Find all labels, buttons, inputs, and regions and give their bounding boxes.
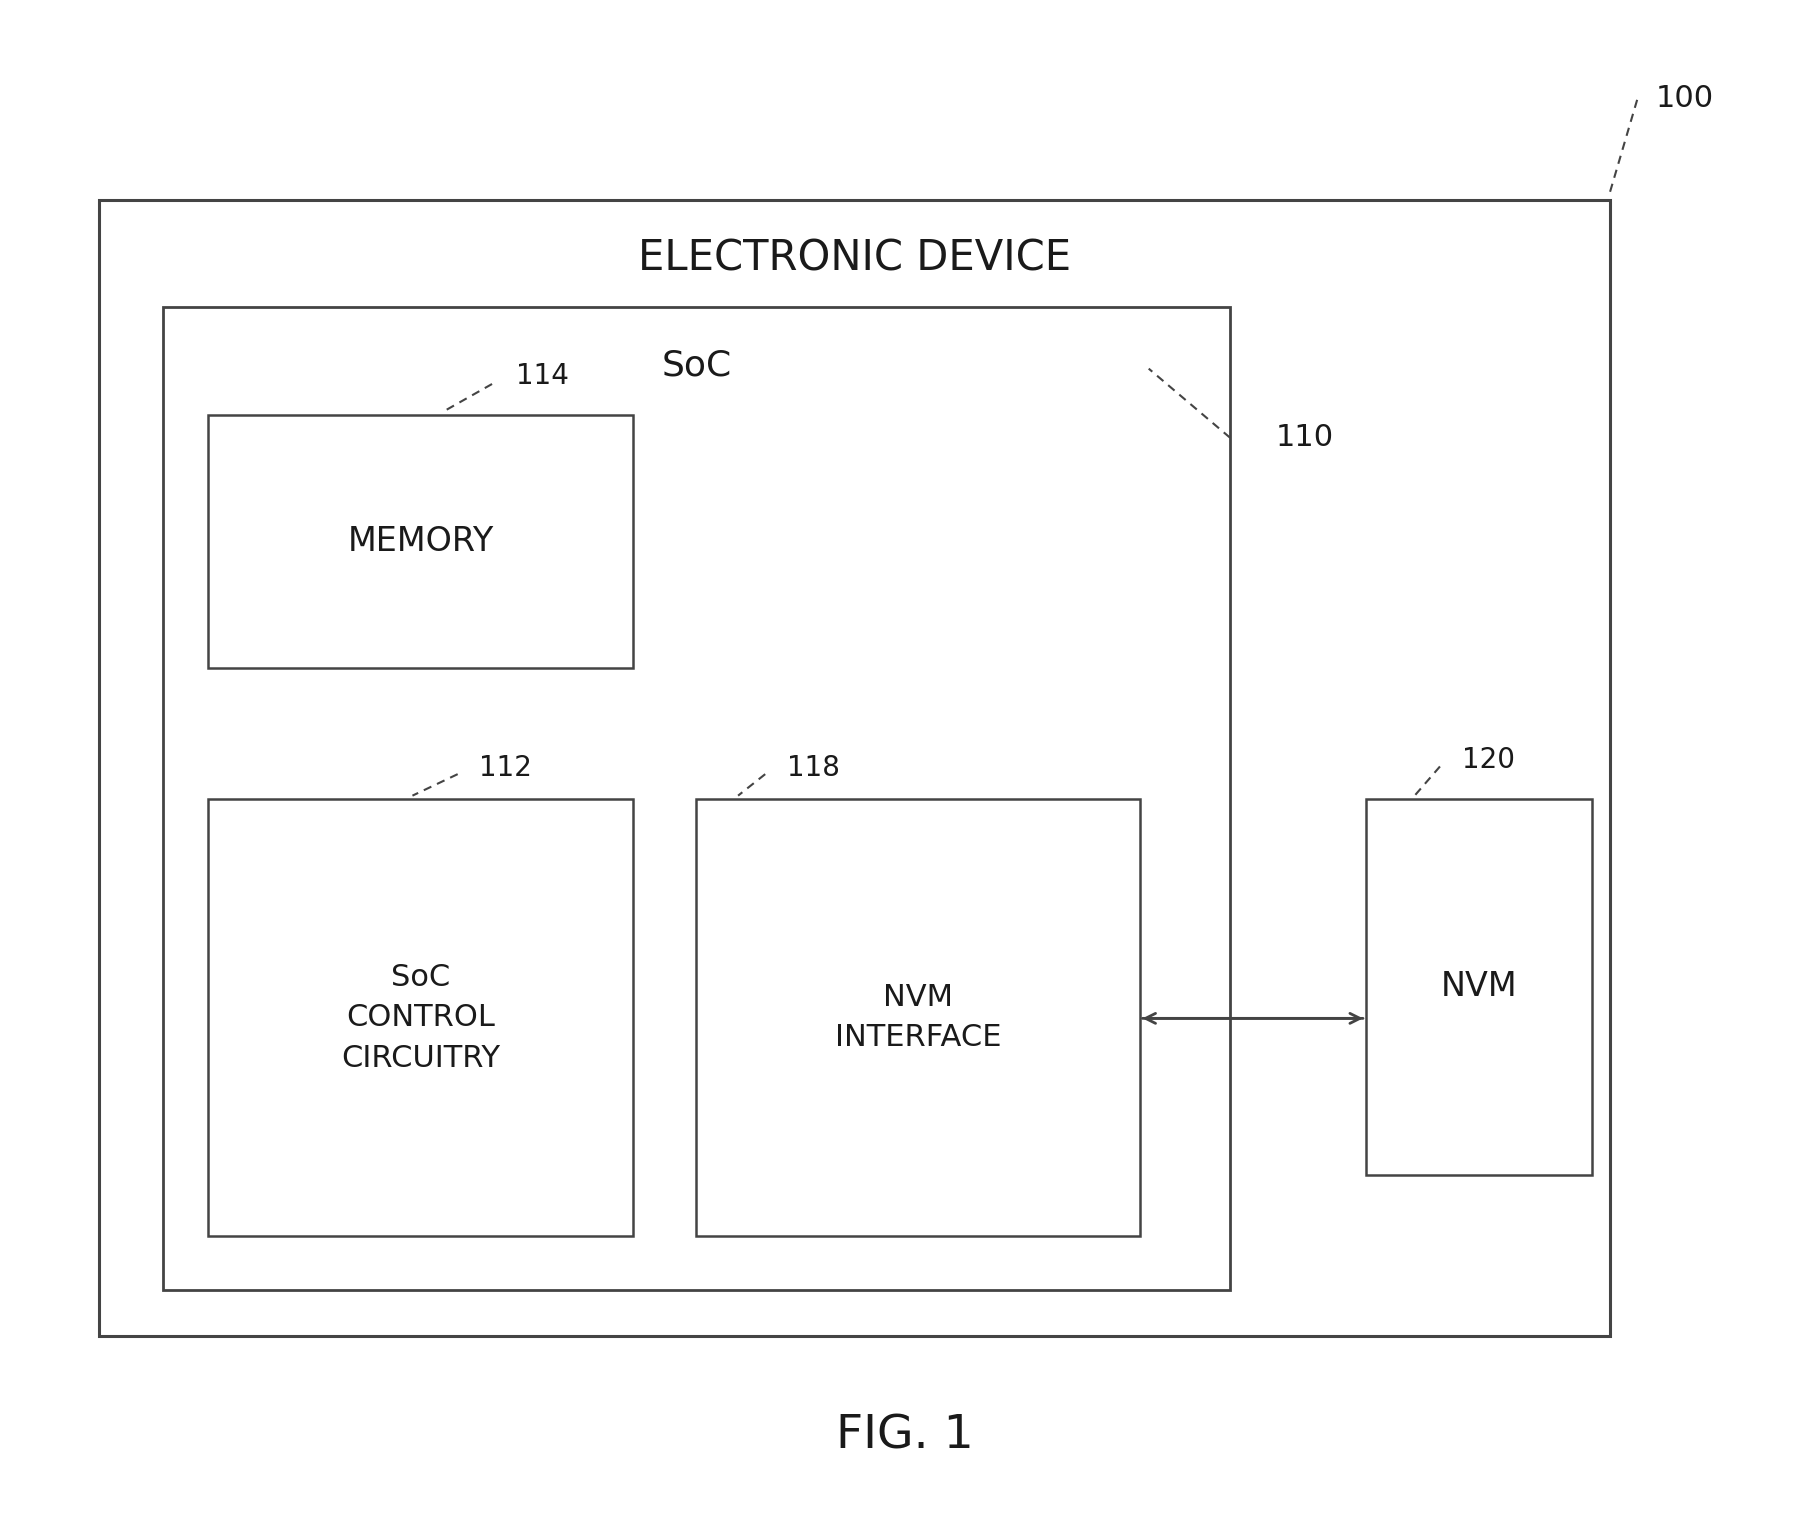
Text: FIG. 1: FIG. 1 — [836, 1413, 973, 1459]
Text: ELECTRONIC DEVICE: ELECTRONIC DEVICE — [639, 237, 1071, 280]
Text: 120: 120 — [1462, 746, 1514, 774]
Text: NVM: NVM — [1440, 971, 1518, 1003]
Text: SoC: SoC — [662, 349, 731, 382]
Bar — [163, 307, 1230, 1290]
Text: MEMORY: MEMORY — [347, 525, 494, 558]
Text: SoC
CONTROL
CIRCUITRY: SoC CONTROL CIRCUITRY — [342, 963, 499, 1072]
Text: NVM
INTERFACE: NVM INTERFACE — [834, 983, 1002, 1052]
Text: 110: 110 — [1275, 424, 1333, 452]
Text: 112: 112 — [479, 754, 532, 782]
Bar — [99, 200, 1610, 1336]
Bar — [208, 799, 633, 1236]
Text: 118: 118 — [787, 754, 839, 782]
Text: 114: 114 — [516, 362, 568, 390]
Bar — [696, 799, 1140, 1236]
Bar — [1366, 799, 1592, 1175]
Bar — [208, 415, 633, 668]
Text: 100: 100 — [1655, 84, 1713, 114]
